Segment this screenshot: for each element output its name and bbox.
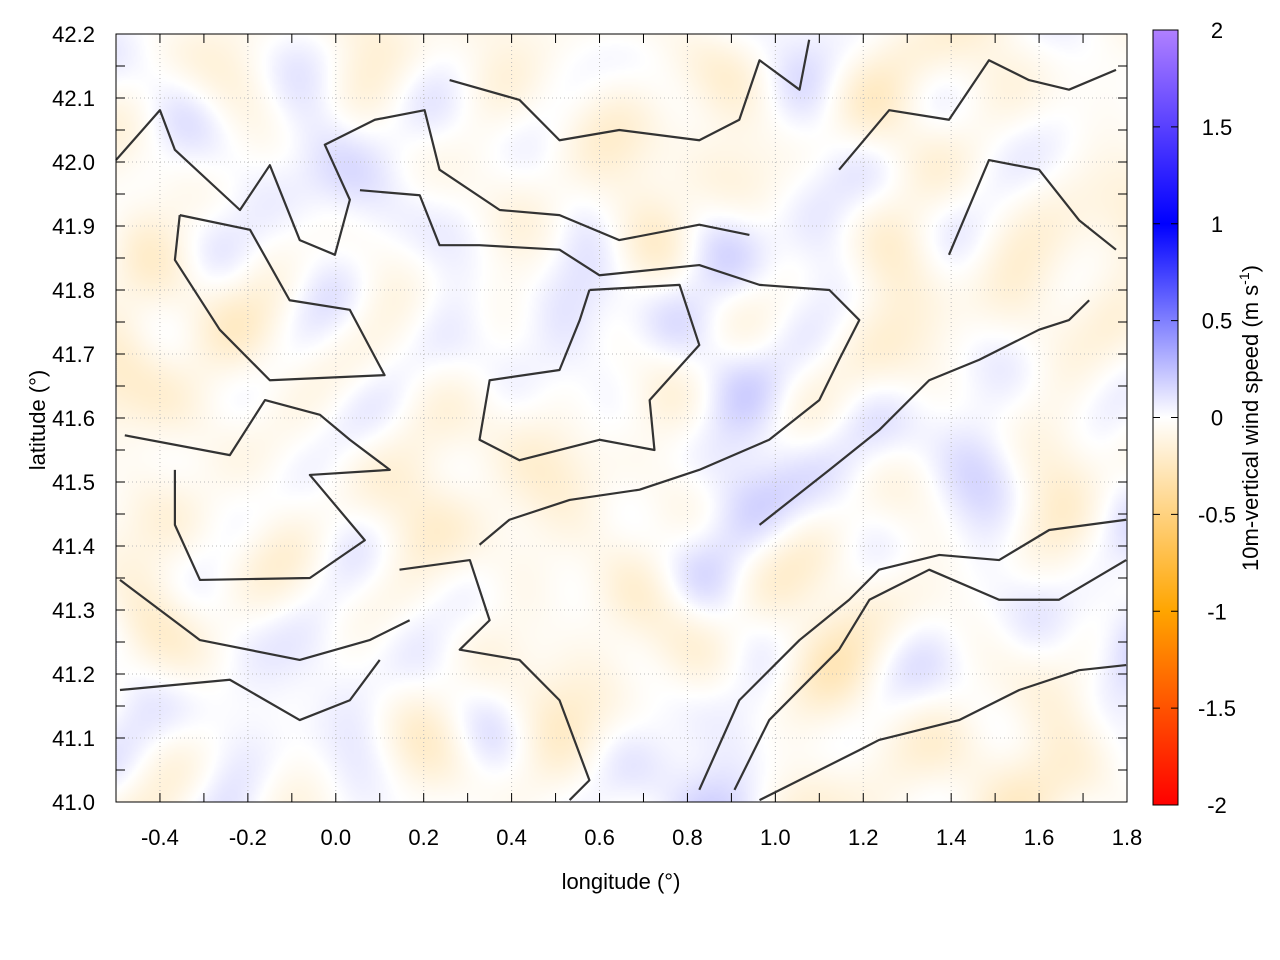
- colorbar-tick-label: 0: [1211, 406, 1223, 431]
- contour-line: [115, 109, 750, 256]
- contour-line: [124, 398, 391, 582]
- y-tick-label: 42.1: [52, 86, 95, 111]
- y-tick-label: 41.1: [52, 726, 95, 751]
- colorbar-tick-label: -0.5: [1198, 502, 1236, 527]
- y-tick-label: 41.6: [52, 406, 95, 431]
- y-tick-label: 41.4: [52, 534, 95, 559]
- y-tick-label: 41.0: [52, 790, 95, 815]
- colorbar-tick-label: -1: [1207, 599, 1227, 624]
- x-tick-label: 0.8: [672, 825, 703, 850]
- x-tick-label: 0.4: [496, 825, 527, 850]
- colorbar-tick-label: 1: [1211, 212, 1223, 237]
- x-tick-label: -0.4: [141, 825, 179, 850]
- contour-line: [733, 559, 1127, 791]
- contour-line: [759, 663, 1127, 802]
- colorbar-tick-label: 0.5: [1202, 309, 1233, 334]
- x-tick-label: 1.6: [1024, 825, 1055, 850]
- x-tick-label: 1.2: [848, 825, 879, 850]
- y-axis-label: latitude (°): [25, 370, 50, 471]
- colorbar-tick-label: 2: [1211, 18, 1223, 43]
- colorbar-ticks: 2 1.5 1 0.5 0 -0.5 -1 -1.5 -2: [1153, 18, 1236, 818]
- contour-line: [119, 579, 411, 662]
- x-tick-label: 0.2: [408, 825, 439, 850]
- grid: [116, 33, 1128, 803]
- contour-line: [449, 39, 811, 142]
- contour-line: [119, 659, 381, 722]
- contours: [115, 39, 1127, 802]
- y-tick-labels: 41.0 41.1 41.2 41.3 41.4 41.5 41.6 41.7 41.8 41.9…: [52, 22, 95, 815]
- contour-line: [173, 214, 386, 382]
- x-tick-label: 1.4: [936, 825, 967, 850]
- axis-ticks: [115, 33, 1128, 803]
- contour-line: [478, 283, 701, 462]
- y-tick-label: 42.0: [52, 150, 95, 175]
- y-tick-label: 41.3: [52, 598, 95, 623]
- x-tick-label: -0.2: [229, 825, 267, 850]
- y-tick-label: 41.2: [52, 662, 95, 687]
- contour-line: [758, 299, 1090, 526]
- colorbar-tick-label: -1.5: [1198, 696, 1236, 721]
- contour-line: [698, 518, 1127, 791]
- x-tick-label: 0.6: [584, 825, 615, 850]
- plot-frame: [115, 33, 1128, 803]
- x-axis-label: longitude (°): [562, 869, 681, 894]
- colorbar-tick-label: 1.5: [1202, 115, 1233, 140]
- x-tick-label: 0.0: [320, 825, 351, 850]
- y-tick-label: 41.9: [52, 214, 95, 239]
- y-tick-label: 42.2: [52, 22, 95, 47]
- contour-line: [947, 158, 1117, 256]
- x-tick-labels: -0.4 -0.2 0.0 0.2 0.4 0.6 0.8 1.0 1.2 1.4 1.6 1.8: [141, 825, 1142, 850]
- contour-line: [838, 59, 1117, 171]
- y-tick-label: 41.5: [52, 470, 95, 495]
- y-tick-label: 41.8: [52, 278, 95, 303]
- contour-line: [399, 558, 591, 801]
- x-tick-label: 1.0: [760, 825, 791, 850]
- colorbar-label: 10m-vertical wind speed (m s-1): [1236, 265, 1263, 571]
- contour-line: [359, 189, 861, 546]
- colorbar-tick-label: -2: [1207, 793, 1227, 818]
- x-tick-label: 1.8: [1112, 825, 1143, 850]
- y-tick-label: 41.7: [52, 342, 95, 367]
